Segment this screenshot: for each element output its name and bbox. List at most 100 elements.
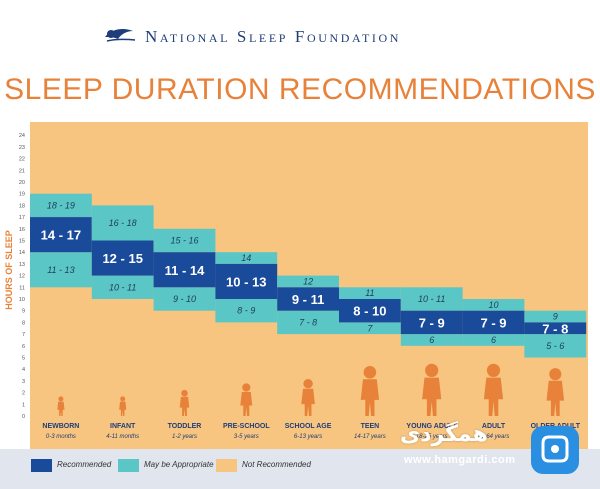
person-silhouette-icon: [546, 368, 565, 416]
recommended-band: [215, 263, 278, 299]
organization-name: National Sleep Foundation: [145, 27, 401, 46]
y-tick-label: 23: [19, 145, 25, 151]
recommended-range-label: 14 - 17: [41, 228, 81, 243]
person-silhouette-icon: [483, 363, 504, 416]
upper-range-label: 15 - 16: [170, 236, 198, 246]
upper-range-label: 11: [365, 288, 374, 298]
legend-label: Not Recommended: [242, 460, 311, 469]
may-be-appropriate-lower-band: [524, 334, 587, 358]
y-tick-label: 7: [22, 332, 25, 338]
may-be-appropriate-lower-band: [277, 310, 339, 335]
lower-range-label: 10 - 11: [109, 282, 136, 292]
y-tick-label: 24: [19, 133, 25, 139]
may-be-appropriate-lower-band: [462, 334, 525, 346]
age-range-label: 14-17 years: [354, 434, 386, 440]
recommended-band: [524, 322, 587, 335]
may-be-appropriate-lower-band: [339, 322, 401, 335]
may-be-appropriate-lower-band: [91, 275, 154, 299]
may-be-appropriate-upper-band: [400, 287, 463, 311]
sleep-duration-chart: 0123456789101112131415161718192021222324…: [4, 122, 588, 449]
person-silhouette-icon: [360, 365, 380, 416]
y-tick-label: 5: [22, 356, 25, 362]
may-be-appropriate-upper-band: [462, 299, 525, 311]
age-range-label: 6-13 years: [294, 434, 322, 440]
y-tick-label: 11: [19, 285, 25, 291]
upper-range-label: 10 - 11: [418, 294, 445, 304]
recommended-band: [153, 252, 216, 288]
may-be-appropriate-lower-band: [153, 287, 216, 311]
may-be-appropriate-upper-band: [215, 252, 278, 264]
category-label: TODDLER: [168, 423, 202, 430]
y-tick-label: 16: [19, 227, 25, 233]
age-range-label: 26-64 years: [477, 434, 510, 440]
header: National Sleep Foundation: [0, 0, 600, 58]
person-silhouette-icon: [240, 383, 253, 416]
may-be-appropriate-upper-band: [277, 275, 339, 288]
y-tick-label: 22: [19, 157, 25, 163]
may-be-appropriate-lower-band: [400, 334, 463, 346]
upper-range-label: 14: [241, 253, 251, 263]
age-range-label: 1-2 years: [172, 434, 197, 440]
y-tick-label: 8: [22, 320, 25, 326]
age-range-label: 18-25 years: [416, 434, 448, 440]
bands-layer: 18 - 19 11 - 13 14 - 17 16 - 18 10 - 11 12 - …: [30, 193, 587, 358]
y-axis-label: HOURS OF SLEEP: [4, 230, 14, 310]
recommended-range-label: 10 - 13: [226, 274, 266, 289]
person-silhouette-icon: [422, 363, 442, 416]
watermark-url: www.hamgardi.com: [404, 454, 516, 466]
recommended-range-label: 7 - 9: [480, 315, 506, 330]
y-tick-label: 21: [19, 168, 25, 174]
legend-swatch-not-recommended: [216, 459, 237, 472]
recommended-range-label: 7 - 8: [542, 321, 568, 336]
sleeping-figure-logo-icon: [105, 29, 136, 42]
y-tick-label: 15: [19, 239, 25, 245]
legend: Recommended May be Appropriate Not Recom…: [0, 449, 600, 489]
upper-range-label: 10: [488, 300, 498, 310]
recommended-band: [400, 310, 463, 335]
lower-range-label: 7 - 8: [299, 317, 317, 327]
lower-range-label: 9 - 10: [173, 294, 196, 304]
recommended-band: [277, 287, 339, 311]
y-tick-label: 14: [19, 250, 25, 256]
category-label: PRE-SCHOOL: [223, 423, 270, 430]
recommended-band: [462, 310, 525, 335]
upper-range-label: 12: [303, 276, 313, 286]
y-tick-label: 13: [19, 262, 25, 268]
category-label: TEEN: [361, 423, 380, 430]
y-tick-label: 2: [22, 391, 25, 397]
y-tick-label: 20: [19, 180, 25, 186]
legend-swatch-may-be-appropriate: [118, 459, 139, 472]
recommended-range-label: 11 - 14: [165, 263, 206, 278]
person-silhouette-icon: [301, 379, 315, 416]
legend-label: Recommended: [57, 460, 112, 469]
y-tick-label: 17: [19, 215, 25, 221]
recommended-band: [91, 240, 154, 276]
category-label: NEWBORN: [42, 423, 79, 430]
recommended-band: [339, 299, 401, 323]
may-be-appropriate-lower-band: [215, 299, 278, 323]
y-tick-label: 0: [22, 414, 25, 420]
watermark-name: همگردی: [400, 422, 488, 447]
age-range-label: 0-3 months: [46, 434, 76, 440]
watermark: همگردی www.hamgardi.com: [398, 420, 588, 480]
upper-range-label: 16 - 18: [109, 218, 137, 228]
figures-layer: [57, 363, 565, 416]
may-be-appropriate-upper-band: [91, 205, 154, 241]
lower-range-label: 5 - 6: [546, 341, 564, 351]
category-label: SCHOOL AGE: [285, 423, 332, 430]
category-label: YOUNG ADULT: [406, 423, 457, 430]
lower-range-label: 7: [367, 323, 373, 333]
may-be-appropriate-upper-band: [339, 287, 401, 299]
may-be-appropriate-upper-band: [30, 193, 92, 218]
upper-range-label: 9: [553, 312, 558, 322]
recommended-range-label: 7 - 9: [419, 315, 445, 330]
person-silhouette-icon: [179, 389, 190, 416]
upper-range-label: 18 - 19: [47, 200, 75, 210]
watermark-logo-icon: [531, 426, 579, 474]
may-be-appropriate-lower-band: [30, 252, 92, 288]
category-label: INFANT: [110, 423, 136, 430]
lower-range-label: 6: [429, 335, 434, 345]
recommended-range-label: 9 - 11: [292, 292, 325, 307]
y-tick-label: 12: [19, 274, 25, 280]
